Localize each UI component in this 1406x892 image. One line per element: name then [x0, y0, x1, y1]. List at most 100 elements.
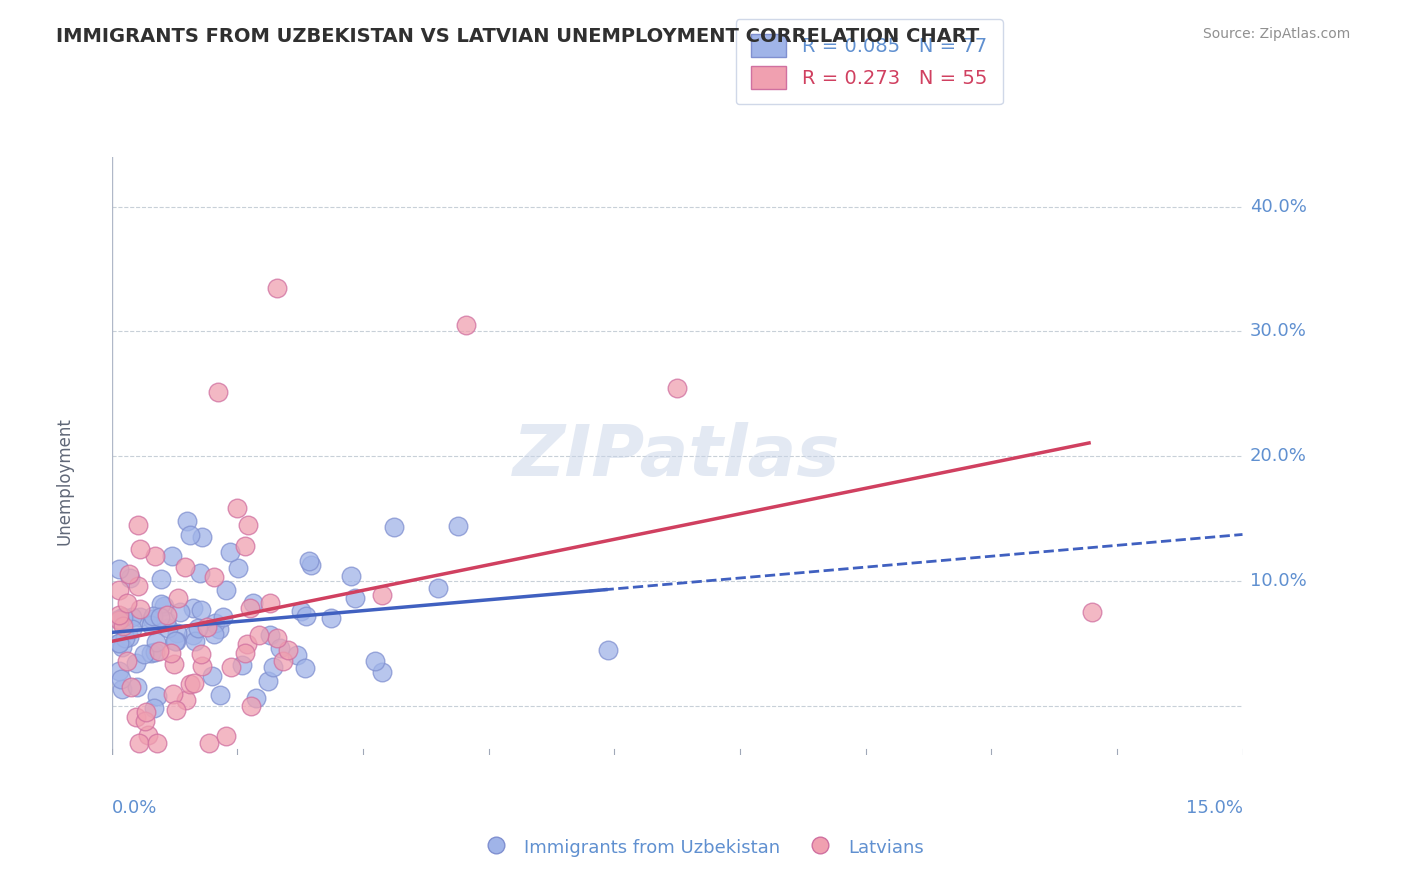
Point [242, 596, 264, 610]
Point [236, 518, 259, 533]
Point [209, 688, 232, 702]
Point [174, 560, 197, 574]
Point [299, 558, 322, 572]
Point [169, 605, 191, 619]
Point [114, 631, 136, 645]
Text: 10.0%: 10.0% [1250, 572, 1306, 590]
Point [111, 610, 134, 624]
Point [117, 596, 139, 610]
Point [233, 539, 256, 553]
Point [239, 601, 262, 615]
Point [188, 566, 211, 581]
Point [108, 562, 131, 576]
Point [145, 635, 167, 649]
Point [240, 699, 263, 714]
Point [136, 728, 159, 742]
Point [108, 636, 131, 650]
Point [447, 519, 470, 533]
Point [111, 619, 134, 633]
Point [143, 701, 166, 715]
Point [285, 648, 308, 663]
Point [190, 603, 212, 617]
Point [121, 623, 143, 637]
Point [108, 636, 131, 650]
Point [166, 591, 188, 606]
Point [108, 613, 131, 627]
Point [277, 642, 299, 657]
Point [259, 596, 281, 610]
Text: 20.0%: 20.0% [1250, 447, 1308, 465]
Point [247, 628, 270, 642]
Point [371, 588, 394, 602]
Point [108, 664, 131, 678]
Point [108, 608, 131, 623]
Point [149, 610, 172, 624]
Text: ZIPatlas: ZIPatlas [513, 422, 841, 491]
Point [125, 710, 148, 724]
Point [120, 680, 142, 694]
Point [176, 514, 198, 528]
Point [382, 520, 405, 534]
Point [118, 567, 141, 582]
Point [290, 604, 312, 618]
Text: 15.0%: 15.0% [1185, 799, 1243, 817]
Point [181, 628, 204, 642]
Point [340, 568, 363, 582]
Point [141, 618, 163, 632]
Point [266, 281, 288, 295]
Point [221, 660, 243, 674]
Point [666, 381, 689, 395]
Point [364, 654, 387, 668]
Point [226, 500, 249, 515]
Point [598, 643, 620, 657]
Point [454, 318, 477, 333]
Point [111, 681, 134, 696]
Point [1080, 605, 1102, 619]
Point [226, 561, 249, 575]
Point [127, 578, 149, 592]
Point [231, 658, 253, 673]
Point [165, 703, 187, 717]
Text: 40.0%: 40.0% [1250, 198, 1308, 216]
Point [191, 658, 214, 673]
Point [142, 608, 165, 623]
Point [128, 517, 150, 532]
Point [233, 646, 256, 660]
Point [160, 549, 183, 563]
Point [273, 654, 295, 668]
Point [155, 615, 177, 629]
Point [118, 631, 141, 645]
Point [204, 616, 226, 631]
Legend: R = 0.085   N = 77, R = 0.273   N = 55: R = 0.085 N = 77, R = 0.273 N = 55 [735, 19, 1002, 104]
Text: Unemployment: Unemployment [56, 417, 73, 545]
Point [146, 689, 169, 703]
Point [162, 687, 184, 701]
Point [118, 571, 141, 585]
Point [256, 673, 278, 688]
Point [125, 657, 148, 671]
Point [139, 646, 162, 660]
Point [294, 661, 316, 675]
Point [259, 628, 281, 642]
Point [128, 542, 150, 557]
Point [135, 705, 157, 719]
Point [235, 637, 257, 651]
Point [295, 609, 318, 624]
Point [156, 607, 179, 622]
Point [195, 620, 218, 634]
Point [183, 676, 205, 690]
Point [179, 528, 201, 542]
Text: 30.0%: 30.0% [1250, 323, 1308, 341]
Point [110, 673, 132, 687]
Point [179, 677, 201, 691]
Point [187, 621, 209, 635]
Point [143, 549, 166, 563]
Point [266, 631, 288, 645]
Point [134, 648, 156, 662]
Point [146, 736, 169, 750]
Point [153, 599, 176, 613]
Point [141, 612, 163, 626]
Point [156, 621, 179, 635]
Point [149, 597, 172, 611]
Point [211, 610, 233, 624]
